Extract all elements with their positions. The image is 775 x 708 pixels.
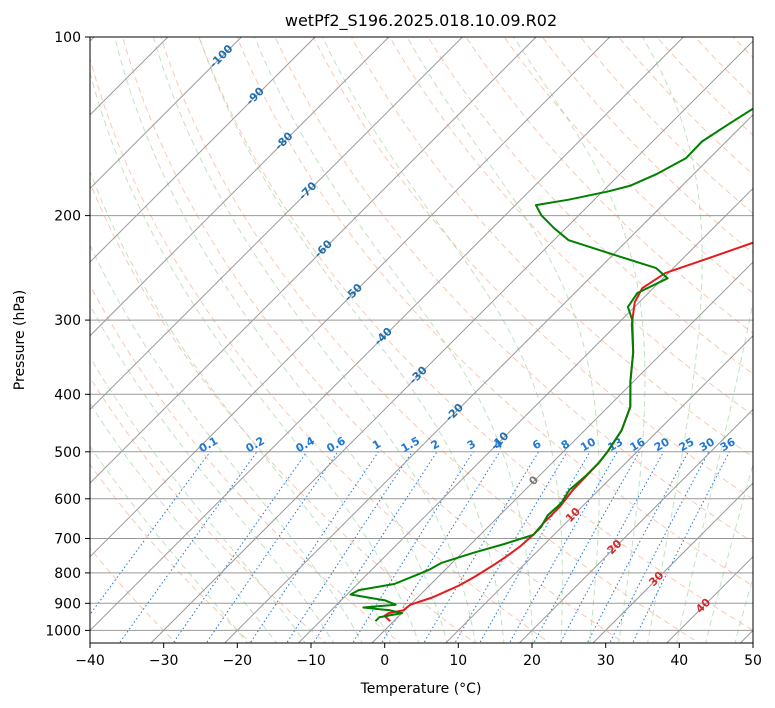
isotherm-line <box>90 37 316 263</box>
y-tick-label: 200 <box>54 209 81 225</box>
mixing-ratio-line <box>312 451 438 643</box>
x-tick-label: 40 <box>670 653 688 669</box>
y-tick-label: 300 <box>54 313 81 329</box>
y-tick-label: 1000 <box>45 623 81 639</box>
mixing-ratio-line <box>559 451 665 643</box>
y-tick-label: 400 <box>54 387 81 403</box>
mixing-ratio-line <box>172 451 308 643</box>
plot-frame <box>89 36 754 644</box>
mixing-ratio-line <box>586 451 689 643</box>
mixing-ratio-line <box>205 451 339 643</box>
moist-adiabat <box>90 243 363 643</box>
x-axis-ticks: −40 −30 −20 −10 0 10 20 30 40 50 <box>75 643 762 669</box>
isotherm-line <box>371 261 753 643</box>
x-tick-label: −20 <box>223 653 253 669</box>
dry-adiabat <box>90 284 402 643</box>
x-axis-label: Temperature (°C) <box>360 681 482 697</box>
mixing-ratio-line <box>381 451 501 643</box>
isotherms <box>90 37 753 643</box>
isotherm-line <box>90 37 390 337</box>
isotherm-line <box>90 37 685 632</box>
isotherm-line <box>90 37 464 411</box>
isotherm-line <box>518 408 753 643</box>
y-tick-label: 500 <box>54 445 81 461</box>
isotherm-line <box>223 114 753 643</box>
isotherm-line <box>90 37 243 190</box>
y-tick-label: 900 <box>54 596 81 612</box>
x-tick-label: −40 <box>75 653 105 669</box>
mixing-ratio-line <box>632 451 730 643</box>
plot-area: -100-90-80-70-60-50-40-30-20-10010203040… <box>90 37 753 643</box>
x-tick-label: 20 <box>523 653 541 669</box>
y-tick-label: 700 <box>54 532 81 548</box>
mixing-ratio-line <box>454 451 568 643</box>
y-axis-ticks: 100 200 300 400 500 600 700 800 900 1000 <box>45 30 90 639</box>
x-tick-label: −30 <box>149 653 179 669</box>
isotherm-line <box>444 335 753 643</box>
chart-title: wetPf2_S196.2025.018.10.09.R02 <box>285 11 557 31</box>
x-tick-label: 30 <box>597 653 615 669</box>
dry-adiabat <box>90 181 476 643</box>
y-tick-label: 600 <box>54 492 81 508</box>
x-tick-label: 50 <box>744 653 762 669</box>
isotherm-line <box>297 187 753 643</box>
y-axis-label: Pressure (hPa) <box>12 290 28 390</box>
dewpoint-profile-line <box>349 107 753 622</box>
mixing-ratio-line <box>249 451 379 643</box>
mixing-ratio-line <box>609 451 710 643</box>
profile-series <box>349 107 753 622</box>
isotherm-line <box>150 40 753 643</box>
isotherm-line <box>90 37 537 484</box>
mixing-ratio-line <box>479 451 591 643</box>
x-tick-label: 10 <box>449 653 467 669</box>
mixing-ratio-line <box>286 451 413 643</box>
isotherm-line <box>90 37 611 558</box>
isobars <box>90 37 753 631</box>
x-tick-label: −10 <box>296 653 326 669</box>
isotherm-line <box>592 482 753 643</box>
y-tick-label: 800 <box>54 566 81 582</box>
y-tick-label: 100 <box>54 30 81 46</box>
x-tick-label: 0 <box>380 653 389 669</box>
